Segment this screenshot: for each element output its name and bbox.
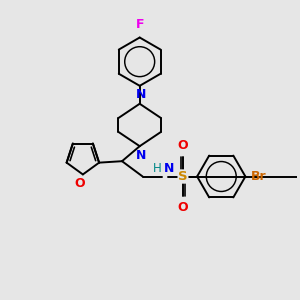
- Text: O: O: [178, 140, 188, 152]
- Text: H: H: [152, 162, 161, 175]
- Text: N: N: [136, 148, 146, 161]
- Text: F: F: [135, 18, 144, 31]
- Text: S: S: [178, 170, 188, 183]
- Text: Br: Br: [251, 170, 266, 183]
- Text: O: O: [74, 177, 85, 190]
- Text: N: N: [164, 162, 174, 175]
- Text: N: N: [136, 88, 146, 101]
- Text: O: O: [178, 201, 188, 214]
